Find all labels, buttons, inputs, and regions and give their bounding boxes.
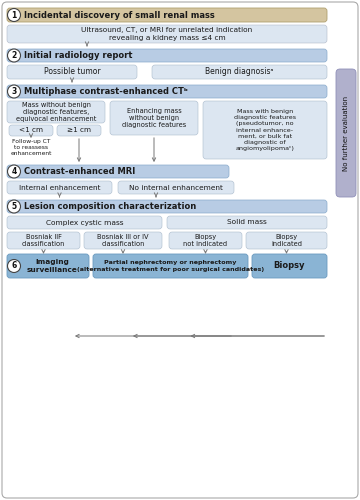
- FancyBboxPatch shape: [57, 125, 101, 136]
- Circle shape: [8, 8, 21, 22]
- Text: Contrast-enhanced MRI: Contrast-enhanced MRI: [24, 167, 135, 176]
- Text: 4: 4: [12, 167, 17, 176]
- Text: Internal enhancement: Internal enhancement: [19, 184, 100, 190]
- FancyBboxPatch shape: [167, 216, 327, 229]
- Circle shape: [8, 165, 21, 178]
- Text: <1 cm: <1 cm: [19, 128, 43, 134]
- FancyBboxPatch shape: [7, 200, 327, 213]
- Text: Complex cystic mass: Complex cystic mass: [46, 220, 123, 226]
- FancyBboxPatch shape: [110, 101, 198, 135]
- Text: Mass with benign
diagnostic features
(pseudotumor, no
internal enhance-
ment, or: Mass with benign diagnostic features (ps…: [234, 109, 296, 151]
- FancyBboxPatch shape: [169, 232, 242, 249]
- Text: Imaging
surveillance: Imaging surveillance: [27, 259, 77, 273]
- Text: Initial radiology report: Initial radiology report: [24, 51, 132, 60]
- FancyBboxPatch shape: [7, 181, 112, 194]
- Text: Bosniak III or IV
classification: Bosniak III or IV classification: [97, 234, 149, 247]
- Text: Partial nephrectomy or nephrectomy
(alternative treatment for poor surgical cand: Partial nephrectomy or nephrectomy (alte…: [77, 260, 264, 272]
- Text: Biopsy: Biopsy: [274, 262, 305, 270]
- FancyBboxPatch shape: [7, 25, 327, 43]
- FancyBboxPatch shape: [203, 101, 327, 159]
- FancyBboxPatch shape: [7, 85, 327, 98]
- Text: Mass without benign
diagnostic features,
equivocal enhancement: Mass without benign diagnostic features,…: [16, 102, 96, 122]
- Circle shape: [8, 49, 21, 62]
- FancyBboxPatch shape: [152, 65, 327, 79]
- Text: Multiphase contrast-enhanced CTᵇ: Multiphase contrast-enhanced CTᵇ: [24, 87, 188, 96]
- FancyBboxPatch shape: [7, 65, 137, 79]
- Text: Incidental discovery of small renal mass: Incidental discovery of small renal mass: [24, 10, 215, 20]
- Text: Ultrasound, CT, or MRI for unrelated indication
revealing a kidney mass ≤4 cm: Ultrasound, CT, or MRI for unrelated ind…: [81, 27, 253, 41]
- FancyBboxPatch shape: [9, 125, 53, 136]
- FancyBboxPatch shape: [84, 232, 162, 249]
- FancyBboxPatch shape: [336, 69, 356, 197]
- FancyBboxPatch shape: [7, 216, 162, 229]
- FancyBboxPatch shape: [7, 101, 105, 123]
- FancyBboxPatch shape: [7, 165, 229, 178]
- Circle shape: [8, 200, 21, 213]
- Text: 3: 3: [12, 87, 17, 96]
- FancyBboxPatch shape: [7, 254, 89, 278]
- Text: Bosniak IIF
classification: Bosniak IIF classification: [22, 234, 65, 247]
- Text: 5: 5: [12, 202, 17, 211]
- FancyBboxPatch shape: [7, 8, 327, 22]
- FancyBboxPatch shape: [7, 49, 327, 62]
- Text: No further evaluation: No further evaluation: [343, 96, 349, 170]
- Text: Enhancing mass
without benign
diagnostic features: Enhancing mass without benign diagnostic…: [122, 108, 186, 128]
- FancyBboxPatch shape: [93, 254, 248, 278]
- Text: 6: 6: [12, 262, 17, 270]
- Circle shape: [8, 85, 21, 98]
- Text: Lesion composition characterization: Lesion composition characterization: [24, 202, 196, 211]
- Text: ≥1 cm: ≥1 cm: [67, 128, 91, 134]
- FancyBboxPatch shape: [246, 232, 327, 249]
- Text: No internal enhancement: No internal enhancement: [129, 184, 223, 190]
- Text: Benign diagnosisᵃ: Benign diagnosisᵃ: [205, 68, 274, 76]
- Text: Follow-up CT
to reassess
enhancement: Follow-up CT to reassess enhancement: [10, 139, 52, 156]
- FancyBboxPatch shape: [118, 181, 234, 194]
- FancyBboxPatch shape: [7, 232, 80, 249]
- Text: Solid mass: Solid mass: [227, 220, 267, 226]
- FancyBboxPatch shape: [252, 254, 327, 278]
- Text: Biopsy
indicated: Biopsy indicated: [271, 234, 302, 247]
- Text: Possible tumor: Possible tumor: [44, 68, 100, 76]
- Text: Biopsy
not indicated: Biopsy not indicated: [184, 234, 228, 247]
- Text: 2: 2: [12, 51, 17, 60]
- Circle shape: [8, 260, 21, 272]
- Text: 1: 1: [12, 10, 17, 20]
